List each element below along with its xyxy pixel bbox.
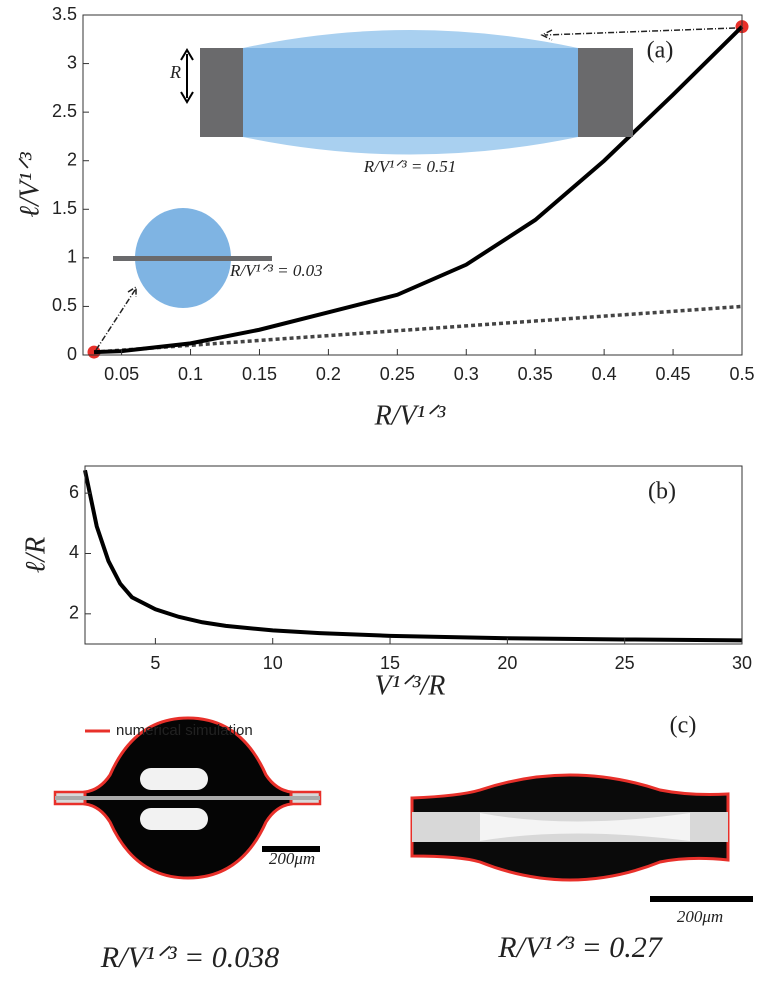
inset-wide bbox=[180, 30, 633, 155]
y-tick-label: 2 bbox=[69, 603, 79, 623]
curve bbox=[93, 304, 743, 354]
y-tick-label: 2 bbox=[67, 149, 77, 169]
x-tick-label: 0.1 bbox=[178, 364, 203, 384]
y-tick-label: 2.5 bbox=[52, 101, 77, 121]
annotation: R bbox=[169, 62, 181, 82]
x-tick-label: 15 bbox=[380, 653, 400, 673]
x-tick-label: 0.4 bbox=[592, 364, 617, 384]
y-tick-label: 3.5 bbox=[52, 4, 77, 24]
curve bbox=[83, 469, 743, 643]
x-tick-label: 25 bbox=[615, 653, 635, 673]
x-tick-label: 0.15 bbox=[242, 364, 277, 384]
droplet-left bbox=[53, 716, 322, 880]
annotation: R/V¹ᐟ³ = 0.51 bbox=[363, 157, 457, 176]
y-tick-label: 0 bbox=[67, 344, 77, 364]
scale-label: 200μm bbox=[677, 907, 723, 926]
x-tick-label: 5 bbox=[150, 653, 160, 673]
x-tick-label: 0.2 bbox=[316, 364, 341, 384]
x-tick-label: 0.45 bbox=[656, 364, 691, 384]
plot-area bbox=[84, 465, 743, 645]
annotation: R/V¹ᐟ³ = 0.03 bbox=[229, 261, 323, 280]
x-tick-label: 30 bbox=[732, 653, 752, 673]
y-tick-label: 3 bbox=[67, 52, 77, 72]
y-axis-label: ℓ/V¹ᐟ³ bbox=[14, 152, 45, 218]
chart: 5 10 15 20 25 30 2 4 6 V¹ᐟ³/R ℓ/R bbox=[20, 465, 752, 701]
x-tick-label: 0.25 bbox=[380, 364, 415, 384]
panel-label: (b) bbox=[648, 479, 676, 505]
x-axis-label: V¹ᐟ³/R bbox=[375, 670, 446, 701]
y-tick-label: 0.5 bbox=[52, 295, 77, 315]
droplet-right bbox=[410, 773, 753, 902]
panel-label: (a) bbox=[647, 38, 674, 64]
scale-label: 200μm bbox=[269, 849, 315, 868]
y-tick-label: 4 bbox=[69, 542, 79, 562]
y-tick-label: 1.5 bbox=[52, 198, 77, 218]
plot-area bbox=[82, 14, 743, 356]
panel-label: (c) bbox=[670, 713, 697, 739]
x-tick-label: 0.5 bbox=[729, 364, 754, 384]
curve bbox=[93, 25, 744, 355]
y-tick-label: 6 bbox=[69, 482, 79, 502]
x-tick-label: 10 bbox=[263, 653, 283, 673]
x-tick-label: 20 bbox=[497, 653, 517, 673]
inset-drop bbox=[113, 208, 272, 308]
caption: R/V¹ᐟ³ = 0.27 bbox=[497, 931, 663, 964]
x-tick-label: 0.3 bbox=[454, 364, 479, 384]
x-tick-label: 0.35 bbox=[518, 364, 553, 384]
x-tick-label: 0.05 bbox=[104, 364, 139, 384]
caption: R/V¹ᐟ³ = 0.038 bbox=[100, 941, 279, 974]
x-axis-label: R/V¹ᐟ³ bbox=[374, 400, 446, 431]
y-axis-label: ℓ/R bbox=[20, 537, 51, 574]
legend-label: numerical simulation bbox=[116, 722, 253, 739]
arrow bbox=[95, 27, 736, 351]
y-tick-label: 1 bbox=[67, 247, 77, 267]
chart: 0.05 0.1 0.15 0.2 0.25 0.3 0.35 0.4 0.45 0.5 0 0.5 1… bbox=[14, 4, 754, 432]
